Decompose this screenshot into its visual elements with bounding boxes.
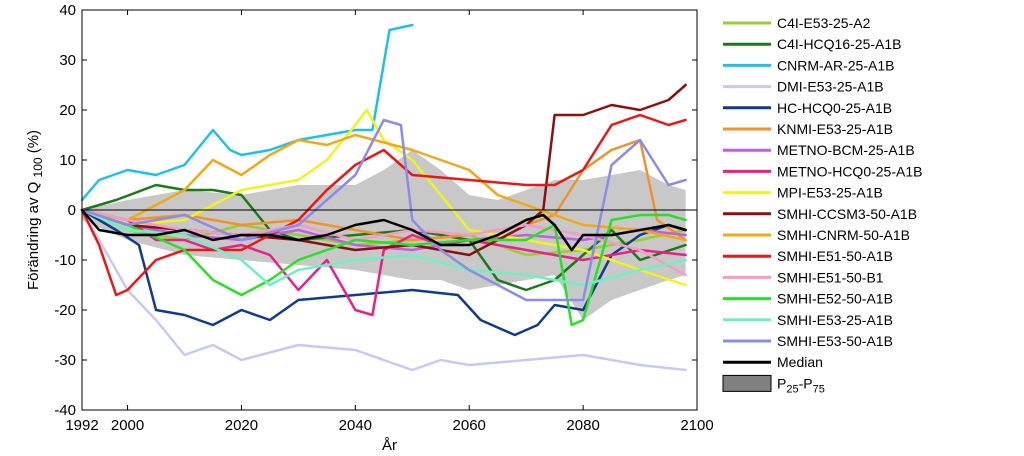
x-tick-label: 2100 (680, 417, 713, 434)
legend-label-band: P25-P75 (777, 375, 825, 395)
series-line-smhi-e53-50-a1b (80, 118, 687, 302)
series-line-median (80, 208, 687, 252)
series-line-cnrm-ar-25-a1b (80, 23, 414, 202)
legend: C4I-E53-25-A2 C4I-HCQ16-25-A1B CNRM-AR-25-… (722, 15, 922, 395)
y-tick-label: -20 (54, 302, 76, 319)
axes: -40 -30 -20 -10 0 10 20 30 40 1992 2000 2020 2040 206… (25, 2, 714, 454)
series-layer (80, 23, 687, 372)
legend-label: SMHI-CCSM3-50-A1B (777, 206, 917, 222)
legend-label: MPI-E53-25-A1B (777, 185, 883, 201)
legend-label: C4I-HCQ16-25-A1B (777, 36, 902, 52)
legend-label: SMHI-E51-50-A1B (777, 248, 893, 264)
series-line-mpi-e53-25-a1b (80, 108, 687, 287)
y-tick-label: 10 (59, 152, 76, 169)
legend-label: SMHI-CNRM-50-A1B (777, 227, 910, 243)
series-line-hc-hcq0-25-a1b (80, 208, 687, 337)
y-tick-label: 40 (59, 2, 76, 19)
legend-label: C4I-E53-25-A2 (777, 15, 871, 31)
x-tick-label: 2000 (111, 417, 144, 434)
y-tick-label: -40 (54, 402, 76, 419)
series-line-dmi-e53-25-a1b (80, 208, 687, 372)
x-tick-label: 2040 (339, 417, 372, 434)
legend-label: SMHI-E53-50-A1B (777, 333, 893, 349)
x-tick-label: 1992 (65, 417, 98, 434)
series-line-metno-hcq0-25-a1b (80, 208, 687, 317)
y-tick-label: 0 (68, 202, 76, 219)
legend-label: Median (777, 354, 823, 370)
legend-label: CNRM-AR-25-A1B (777, 57, 894, 73)
y-tick-label: -10 (54, 252, 76, 269)
legend-label: SMHI-E51-50-B1 (777, 269, 884, 285)
series-line-smhi-e51-50-b1 (80, 208, 687, 277)
series-line-smhi-e53-25-a1b (80, 208, 687, 287)
x-axis-label: År (382, 437, 397, 454)
y-tick-label: -30 (54, 352, 76, 369)
legend-label: SMHI-E53-25-A1B (777, 312, 893, 328)
series-line-smhi-e52-50-a1b (80, 208, 687, 327)
series-line-smhi-e51-50-a1b (80, 113, 687, 297)
x-tick-label: 2020 (225, 417, 258, 434)
legend-label: HC-HCQ0-25-A1B (777, 100, 892, 116)
x-tick-label: 2080 (566, 417, 599, 434)
legend-label: SMHI-E52-50-A1B (777, 291, 893, 307)
y-tick-label: 30 (59, 52, 76, 69)
legend-label: KNMI-E53-25-A1B (777, 121, 893, 137)
series-line-smhi-cnrm-50-a1b (80, 133, 687, 242)
legend-swatch-band (722, 374, 772, 392)
x-tick-label: 2060 (453, 417, 486, 434)
legend-label: DMI-E53-25-A1B (777, 79, 884, 95)
legend-label: METNO-BCM-25-A1B (777, 142, 915, 158)
y-tick-label: 20 (59, 102, 76, 119)
y-axis-label: Förändring av Q 100 (%) (25, 130, 45, 290)
legend-label: METNO-HCQ0-25-A1B (777, 163, 922, 179)
